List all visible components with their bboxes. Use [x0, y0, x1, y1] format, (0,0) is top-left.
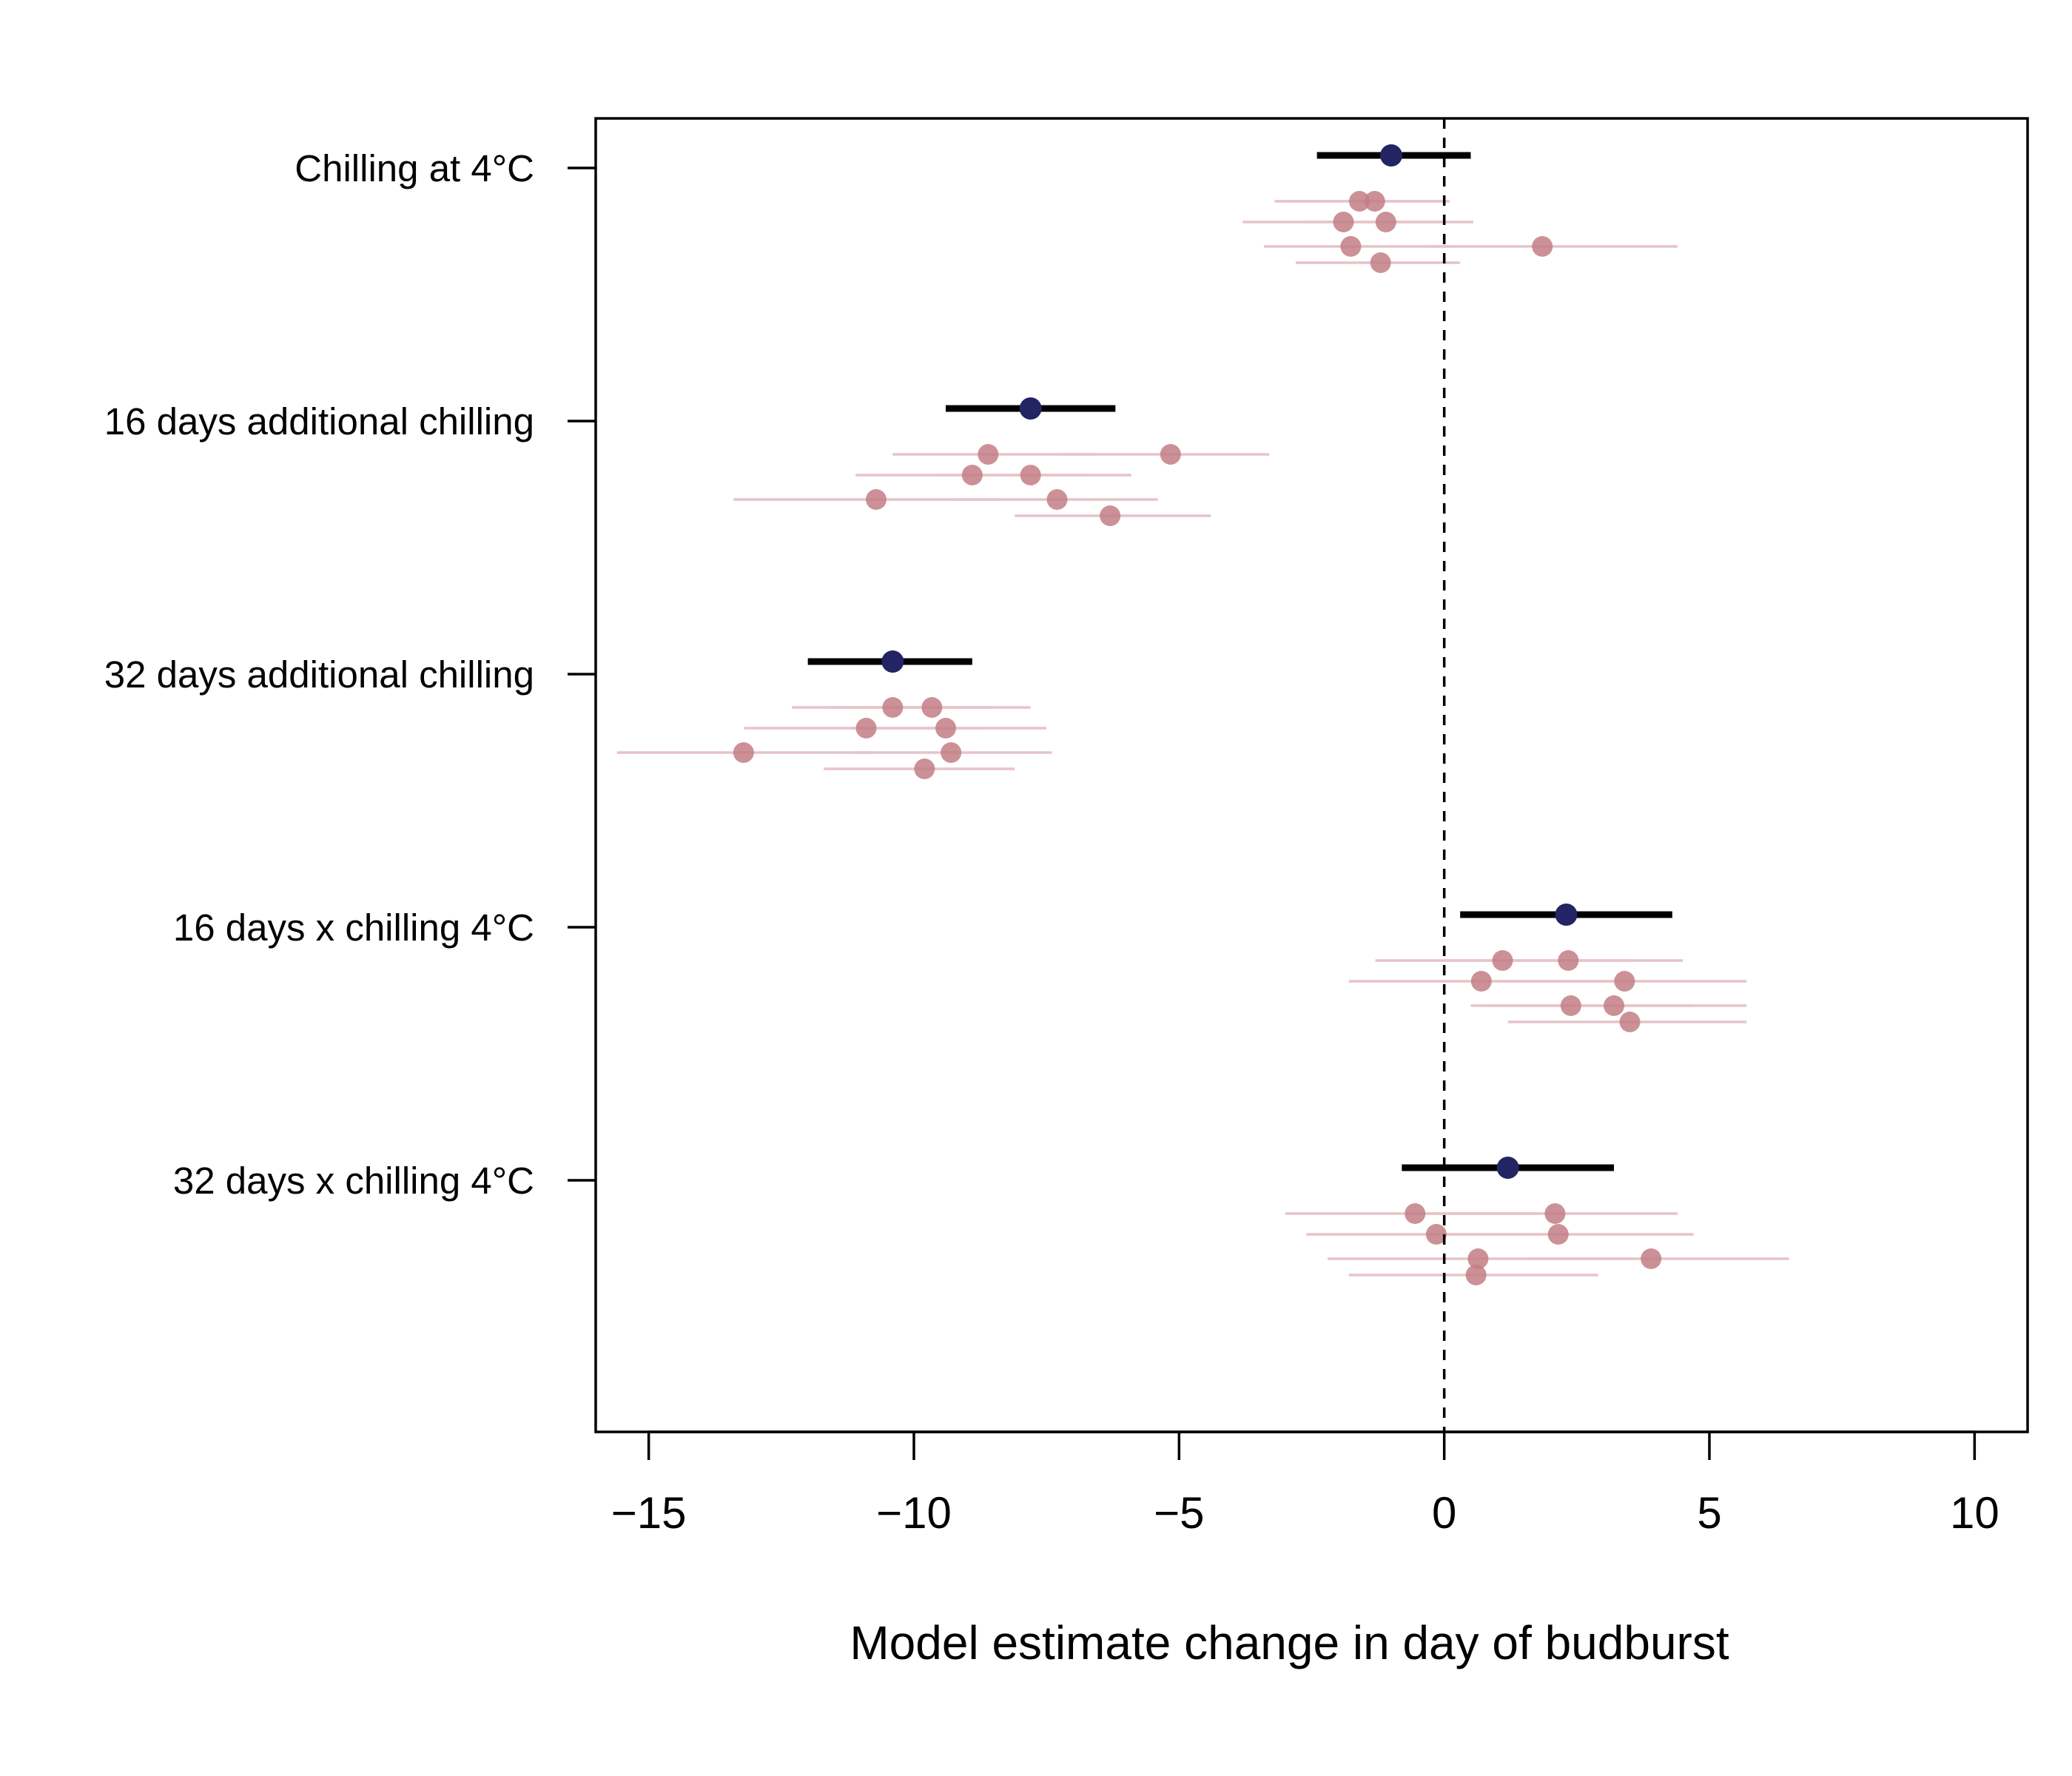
species-estimate-point — [1333, 212, 1354, 232]
overall-estimate-point — [881, 650, 904, 673]
y-tick-label: 32 days additional chilling — [104, 653, 534, 696]
species-estimate-point — [1100, 505, 1121, 526]
species-estimate-point — [866, 489, 887, 510]
species-estimate-point — [1560, 995, 1581, 1016]
x-tick-label: 5 — [1697, 1488, 1721, 1538]
x-tick-label: 0 — [1432, 1488, 1456, 1538]
overall-estimate-point — [1496, 1157, 1519, 1179]
species-estimate-point — [1470, 971, 1492, 992]
species-estimate-point — [1465, 1265, 1487, 1285]
species-estimate-point — [1619, 1012, 1641, 1032]
species-estimate-point — [1020, 465, 1041, 485]
species-estimate-point — [1340, 236, 1362, 257]
species-estimate-point — [961, 465, 983, 485]
species-estimate-point — [1364, 191, 1385, 212]
x-tick-label: −10 — [876, 1488, 952, 1538]
species-estimate-point — [1046, 489, 1068, 510]
x-tick-label: −15 — [611, 1488, 687, 1538]
species-estimate-point — [1375, 212, 1396, 232]
species-estimate-point — [733, 742, 754, 763]
overall-estimate-point — [1019, 397, 1042, 420]
species-estimate-point — [1532, 236, 1553, 257]
species-estimate-point — [1547, 1224, 1569, 1245]
species-estimate-point — [941, 742, 962, 763]
species-estimate-point — [935, 718, 956, 739]
species-estimate-point — [1425, 1224, 1447, 1245]
x-tick-label: 10 — [1950, 1488, 1999, 1538]
species-estimate-point — [1405, 1203, 1426, 1224]
y-axis: Chilling at 4°C 16 days additional chilli… — [104, 147, 596, 1202]
y-tick-label: 32 days x chilling 4°C — [173, 1160, 534, 1202]
species-estimate-point — [978, 444, 999, 465]
x-axis: −15 −10 −5 0 5 10 — [611, 1430, 1999, 1538]
y-tick-label: 16 days additional chilling — [104, 400, 534, 443]
species-estimate-point — [1492, 950, 1513, 971]
points-layer — [733, 144, 1672, 1285]
species-estimate-point — [1558, 950, 1579, 971]
y-tick-label: Chilling at 4°C — [295, 147, 534, 189]
y-tick-label: 16 days x chilling 4°C — [173, 906, 534, 949]
x-tick-label: −5 — [1154, 1488, 1204, 1538]
species-estimate-point — [1467, 1248, 1489, 1269]
overall-estimate-point — [1555, 904, 1578, 926]
overall-estimate-point — [1380, 144, 1402, 166]
species-estimate-point — [855, 718, 877, 739]
species-estimate-point — [1641, 1248, 1662, 1269]
species-estimate-point — [1544, 1203, 1566, 1224]
species-estimate-point — [1370, 252, 1391, 273]
species-estimate-point — [1349, 191, 1370, 212]
species-estimate-point — [914, 758, 935, 779]
species-estimate-point — [921, 697, 943, 718]
species-estimate-point — [1614, 971, 1635, 992]
x-axis-title: Model estimate change in day of budburst — [850, 1616, 1729, 1669]
species-estimate-point — [1160, 444, 1181, 465]
species-estimate-point — [882, 697, 904, 718]
species-estimate-point — [1604, 995, 1624, 1016]
